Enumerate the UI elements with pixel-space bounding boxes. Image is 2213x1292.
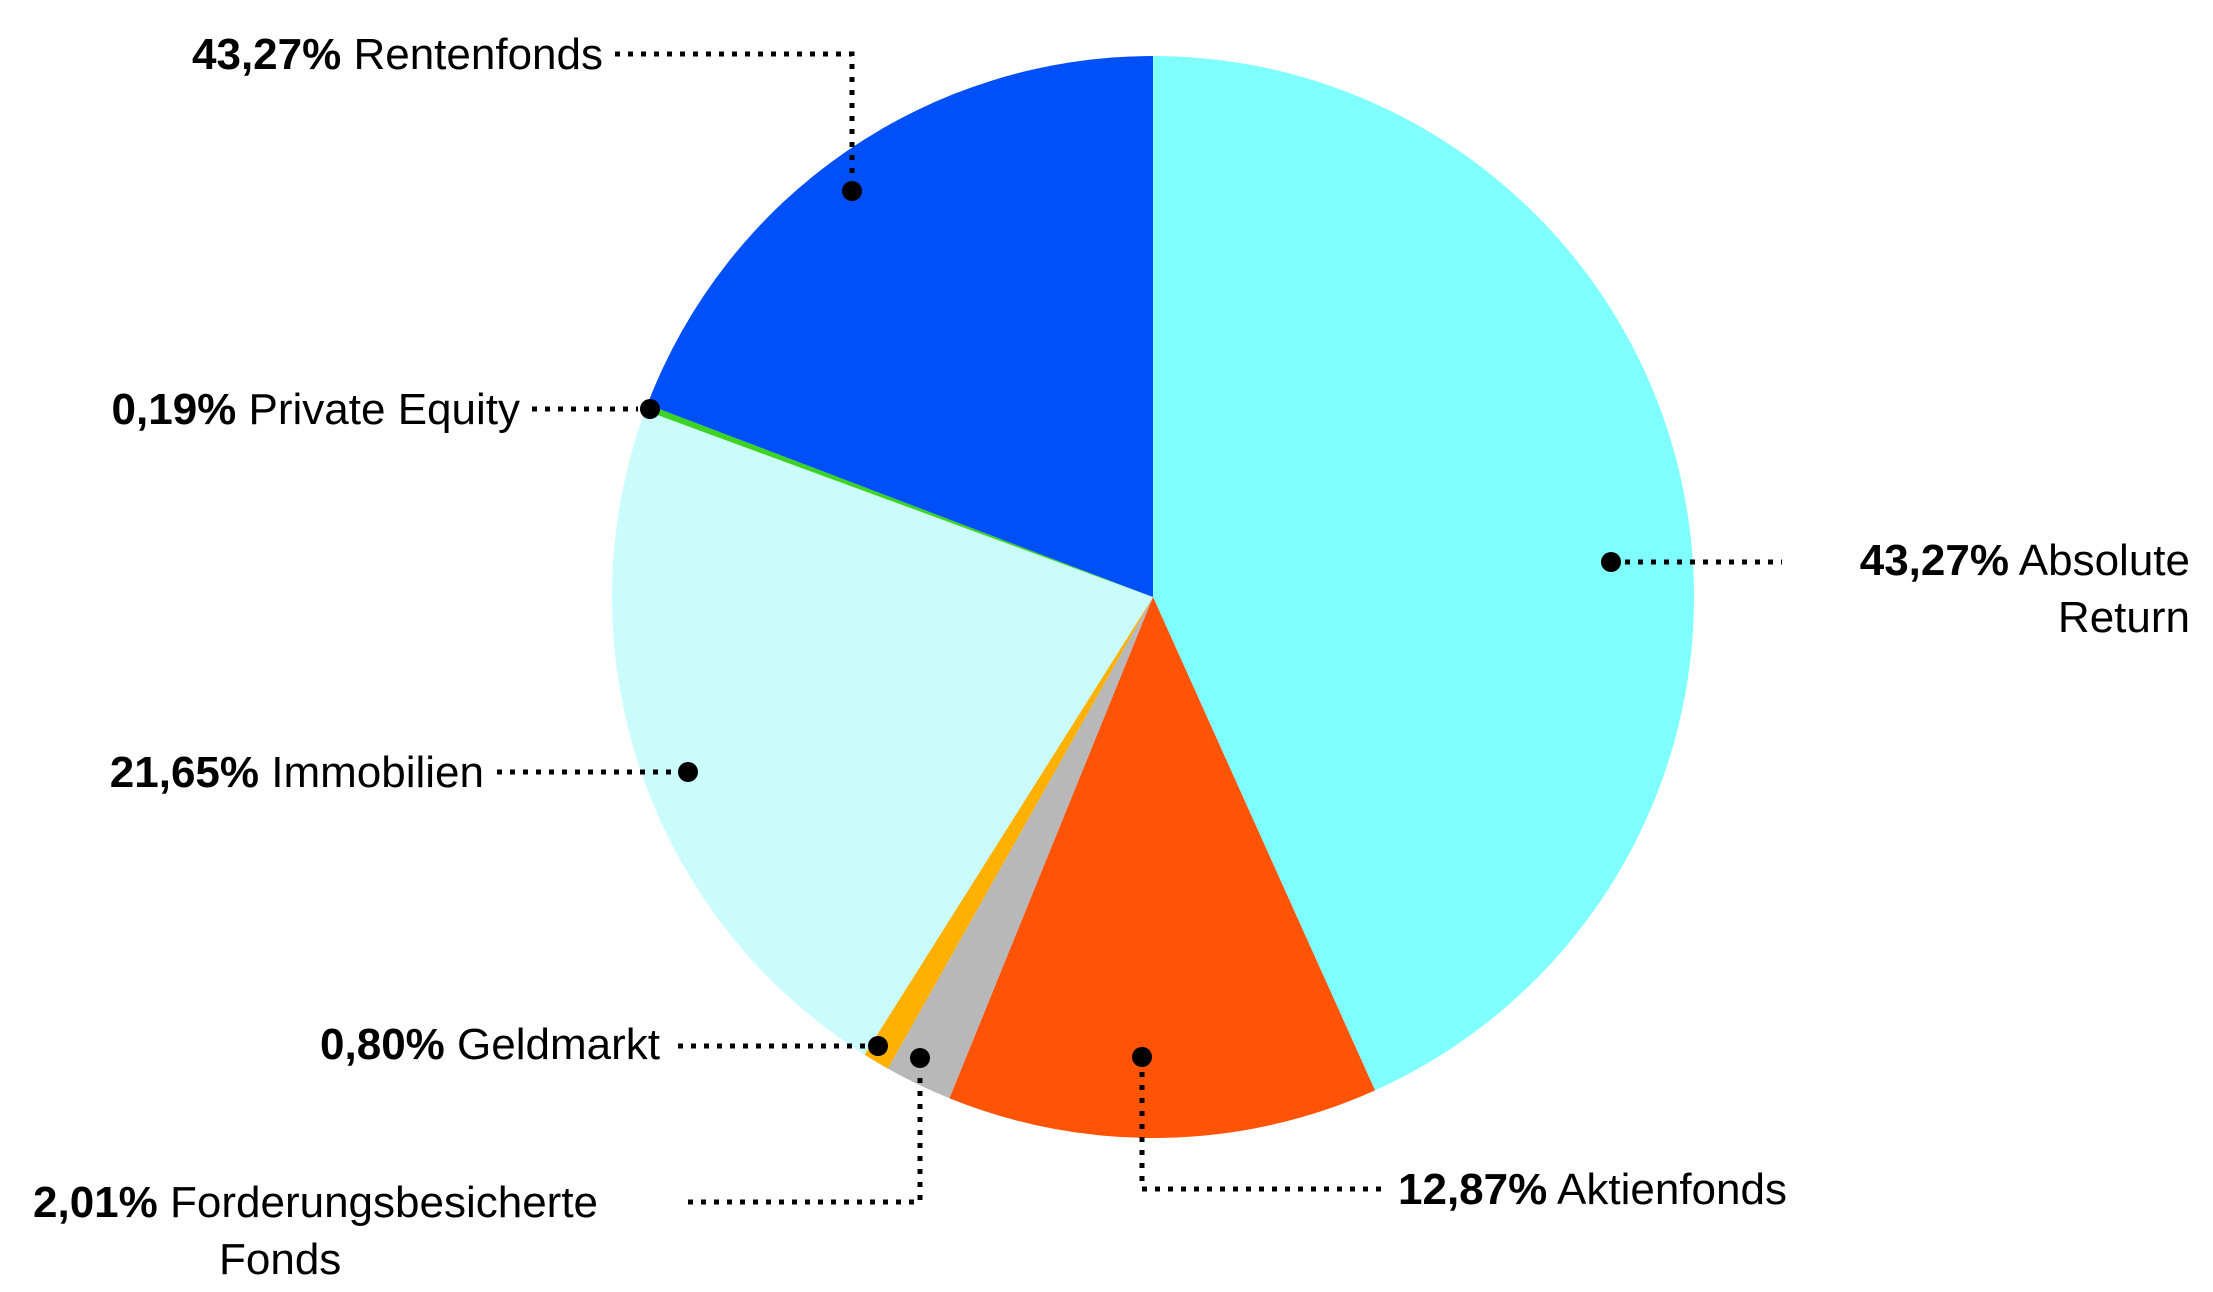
- leader-line-aktienfonds: [1139, 1072, 1385, 1192]
- percent-value: 0,80%: [320, 1019, 445, 1069]
- leader-dot-geldmarkt: [868, 1036, 888, 1056]
- leader-dot-immobilien: [678, 762, 698, 782]
- leader-dot-forderungsbesicherte-fonds: [910, 1048, 930, 1068]
- slice-name: Private Equity: [248, 384, 520, 434]
- percent-value: 43,27%: [192, 29, 342, 79]
- leader-dot-absolute-return: [1601, 552, 1621, 572]
- pie-slice-absolute-return: [1153, 55, 1695, 1091]
- slice-name: Absolute Return: [2018, 535, 2190, 642]
- percent-value: 0,19%: [111, 384, 237, 434]
- leader-line-rentenfonds: [615, 51, 855, 177]
- pie-slice-aktienfonds: [949, 597, 1376, 1139]
- percent-value: 2,01%: [33, 1177, 158, 1227]
- slice-name: Geldmarkt: [457, 1019, 660, 1069]
- percent-value: 43,27%: [1859, 535, 2009, 585]
- label-rentenfonds: 43,27% Rentenfonds: [192, 26, 603, 83]
- label-immobilien: 21,65% Immobilien: [110, 744, 484, 801]
- leader-dot-rentenfonds: [842, 181, 862, 201]
- label-private-equity: 0,19% Private Equity: [112, 381, 520, 438]
- leader-dot-private-equity: [640, 399, 660, 419]
- percent-value: 21,65%: [109, 747, 260, 797]
- percent-value: 12,87%: [1398, 1164, 1548, 1214]
- leader-line-forderungsbesicherte-fonds: [688, 1072, 923, 1205]
- pie-slice-private-equity: [645, 404, 1153, 597]
- slice-name: Aktienfonds: [1557, 1164, 1787, 1214]
- label-geldmarkt: 0,80% Geldmarkt: [320, 1016, 660, 1073]
- label-aktienfonds: 12,87% Aktienfonds: [1398, 1161, 1787, 1218]
- pie-slice-geldmarkt: [864, 597, 1153, 1069]
- slice-name: Immobilien: [271, 747, 484, 797]
- label-forderungsbesicherte-fonds: 2,01% Forderungsbesicherte Fonds: [33, 1174, 683, 1288]
- pie-slice-rentenfonds: [647, 56, 1153, 597]
- label-absolute-return: 43,27% Absolute Return: [1760, 532, 2190, 646]
- pie-slice-immobilien: [611, 410, 1153, 1055]
- slice-name: Forderungsbesicherte Fonds: [170, 1177, 599, 1284]
- pie-slice-forderungsbesicherte-fonds: [887, 597, 1153, 1099]
- leader-dot-aktienfonds: [1132, 1047, 1152, 1067]
- slice-name: Rentenfonds: [353, 29, 603, 79]
